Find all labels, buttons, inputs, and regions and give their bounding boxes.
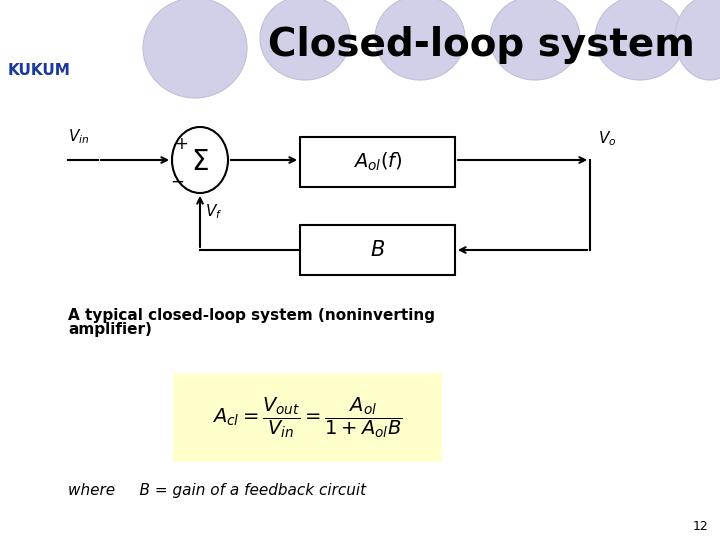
Text: $B$: $B$ [370, 240, 385, 260]
Text: −: − [170, 173, 184, 191]
Ellipse shape [172, 127, 228, 193]
Ellipse shape [675, 0, 720, 80]
FancyBboxPatch shape [173, 373, 442, 462]
Text: 12: 12 [692, 520, 708, 533]
Bar [300, 225, 455, 275]
Ellipse shape [490, 0, 580, 80]
Text: A typical closed-loop system (noninverting: A typical closed-loop system (noninverti… [68, 308, 435, 323]
Ellipse shape [595, 0, 685, 80]
Text: where     B = gain of a feedback circuit: where B = gain of a feedback circuit [68, 483, 366, 497]
Text: $V_{in}$: $V_{in}$ [68, 127, 89, 146]
Ellipse shape [143, 0, 247, 98]
Ellipse shape [375, 0, 465, 80]
Text: $\Sigma$: $\Sigma$ [191, 148, 209, 176]
Text: $V_o$: $V_o$ [598, 129, 616, 148]
Text: $V_f$: $V_f$ [205, 202, 222, 221]
Ellipse shape [260, 0, 350, 80]
Text: $A_{ol}(f)$: $A_{ol}(f)$ [353, 151, 402, 173]
Text: Closed-loop system: Closed-loop system [268, 26, 695, 64]
Bar [300, 137, 455, 187]
Text: $A_{cl} = \dfrac{V_{out}}{V_{in}} = \dfrac{A_{ol}}{1 + A_{ol}B}$: $A_{cl} = \dfrac{V_{out}}{V_{in}} = \dfr… [212, 395, 402, 440]
Text: KUKUM: KUKUM [8, 63, 71, 78]
Text: amplifier): amplifier) [68, 322, 152, 337]
Text: +: + [174, 135, 188, 153]
